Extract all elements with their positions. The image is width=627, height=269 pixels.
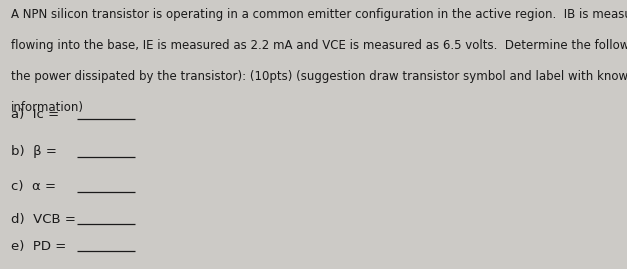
Text: A NPN silicon transistor is operating in a common emitter configuration in the a: A NPN silicon transistor is operating in… xyxy=(11,8,627,21)
Text: d)  VCB =: d) VCB = xyxy=(11,213,80,226)
Text: flowing into the base, IE is measured as 2.2 mA and VCE is measured as 6.5 volts: flowing into the base, IE is measured as… xyxy=(11,39,627,52)
Text: e)  PD =: e) PD = xyxy=(11,240,71,253)
Text: information): information) xyxy=(11,101,84,114)
Text: a)  Ic =: a) Ic = xyxy=(11,108,64,121)
Text: c)  α =: c) α = xyxy=(11,180,61,193)
Text: b)  β =: b) β = xyxy=(11,146,61,158)
Text: the power dissipated by the transistor): (10pts) (suggestion draw transistor sym: the power dissipated by the transistor):… xyxy=(11,70,627,83)
